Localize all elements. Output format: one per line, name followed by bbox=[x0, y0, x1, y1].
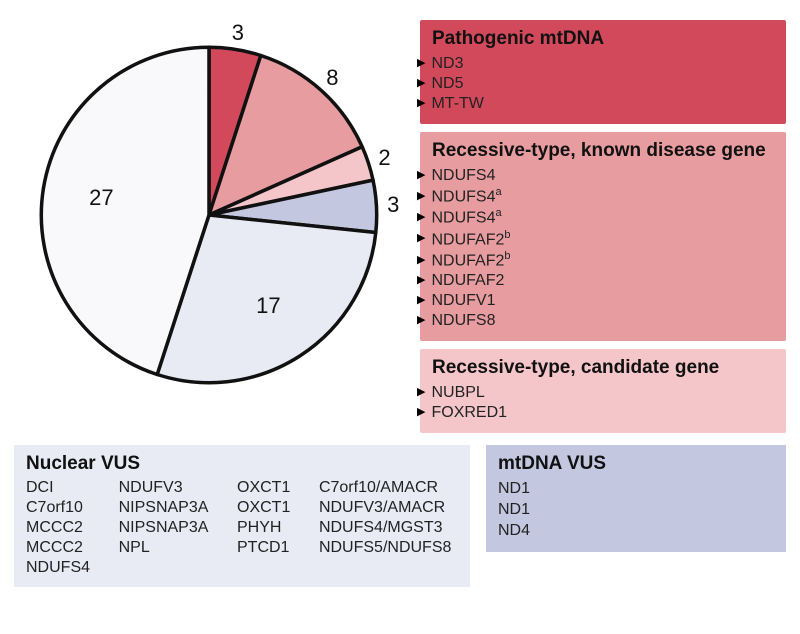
legend-item: ND1 bbox=[498, 479, 774, 500]
pie-slice-label: 2 bbox=[378, 145, 390, 171]
gene-label bbox=[119, 559, 215, 577]
gene-label: NDUFAF2b bbox=[431, 229, 510, 250]
legend-item: ▶NDUFS8 bbox=[432, 311, 774, 331]
bottom-row: Nuclear VUS DCI NDUFV3 OXCT1 C7orf10/AMACR C… bbox=[14, 445, 786, 587]
legend-item: ND1 bbox=[498, 500, 774, 521]
gene-label: NDUFS4 bbox=[26, 559, 97, 577]
legend-title: Recessive-type, known disease gene bbox=[432, 140, 774, 162]
gene-label: ND3 bbox=[431, 54, 463, 74]
legend-recessive-candidate: Recessive-type, candidate gene ▶NUBPL▶FO… bbox=[420, 349, 786, 433]
gene-label: MT-TW bbox=[431, 94, 483, 114]
legend-recessive-known: Recessive-type, known disease gene ▶NDUF… bbox=[420, 132, 786, 341]
legend-mtdna-vus: mtDNA VUS ND1ND1ND4 bbox=[486, 445, 786, 551]
triangle-icon: ▶ bbox=[417, 314, 425, 328]
gene-label: NDUFS8 bbox=[431, 311, 495, 331]
legend-item: ▶NDUFS4a bbox=[432, 207, 774, 228]
triangle-icon: ▶ bbox=[417, 57, 425, 71]
triangle-icon: ▶ bbox=[417, 386, 425, 400]
gene-label: MCCC2 bbox=[26, 539, 97, 557]
triangle-icon: ▶ bbox=[417, 97, 425, 111]
triangle-icon: ▶ bbox=[417, 77, 425, 91]
pie-slice-label: 27 bbox=[89, 185, 113, 211]
gene-label: NPL bbox=[119, 539, 215, 557]
pie-slice-label: 8 bbox=[326, 65, 338, 91]
legend-item: ▶NDUFV1 bbox=[432, 291, 774, 311]
gene-label: DCI bbox=[26, 479, 97, 497]
gene-label: NUBPL bbox=[431, 383, 484, 403]
gene-label: PHYH bbox=[237, 519, 297, 537]
triangle-icon: ▶ bbox=[417, 406, 425, 420]
legend-item: ▶NDUFS4a bbox=[432, 186, 774, 207]
triangle-icon: ▶ bbox=[417, 232, 425, 246]
legend-item: ▶ND5 bbox=[432, 74, 774, 94]
legend-item: ▶FOXRED1 bbox=[432, 403, 774, 423]
gene-label: C7orf10/AMACR bbox=[319, 479, 458, 497]
legend-title: mtDNA VUS bbox=[498, 453, 774, 475]
gene-label: NIPSNAP3A bbox=[119, 499, 215, 517]
pie-slice-label: 3 bbox=[232, 20, 244, 46]
gene-label: ND5 bbox=[431, 74, 463, 94]
legend-item: ND4 bbox=[498, 521, 774, 542]
legend-item: ▶NDUFS4 bbox=[432, 166, 774, 186]
pie-svg bbox=[14, 20, 404, 410]
legend-title: Nuclear VUS bbox=[26, 453, 458, 475]
gene-label: NDUFAF2 bbox=[431, 271, 504, 291]
legend-pathogenic-mtdna: Pathogenic mtDNA ▶ND3▶ND5▶MT-TW bbox=[420, 20, 786, 124]
legend-title: Recessive-type, candidate gene bbox=[432, 357, 774, 379]
pie-slice-label: 3 bbox=[387, 192, 399, 218]
pie-slice-label: 17 bbox=[256, 293, 280, 319]
gene-label: NDUFV3/AMACR bbox=[319, 499, 458, 517]
gene-label: OXCT1 bbox=[237, 479, 297, 497]
gene-label: C7orf10 bbox=[26, 499, 97, 517]
gene-label: NDUFS4/MGST3 bbox=[319, 519, 458, 537]
gene-label bbox=[237, 559, 297, 577]
legend-item: ▶ND3 bbox=[432, 54, 774, 74]
top-row: 38231727 Pathogenic mtDNA ▶ND3▶ND5▶MT-TW… bbox=[14, 20, 786, 433]
triangle-icon: ▶ bbox=[417, 169, 425, 183]
triangle-icon: ▶ bbox=[417, 254, 425, 268]
triangle-icon: ▶ bbox=[417, 294, 425, 308]
legend-item: ▶NDUFAF2b bbox=[432, 250, 774, 271]
legend-nuclear-vus: Nuclear VUS DCI NDUFV3 OXCT1 C7orf10/AMACR C… bbox=[14, 445, 470, 587]
gene-label: OXCT1 bbox=[237, 499, 297, 517]
gene-label: PTCD1 bbox=[237, 539, 297, 557]
gene-label: NDUFAF2b bbox=[431, 250, 510, 271]
legend-item: ▶NDUFAF2 bbox=[432, 271, 774, 291]
gene-label: NDUFV1 bbox=[431, 291, 495, 311]
legend-title: Pathogenic mtDNA bbox=[432, 28, 774, 50]
legend-item: ▶NDUFAF2b bbox=[432, 229, 774, 250]
gene-label: NDUFS4 bbox=[431, 166, 495, 186]
triangle-icon: ▶ bbox=[417, 274, 425, 288]
gene-label: FOXRED1 bbox=[431, 403, 507, 423]
gene-label: NDUFS4a bbox=[431, 186, 501, 207]
gene-label: NIPSNAP3A bbox=[119, 519, 215, 537]
legend-column: Pathogenic mtDNA ▶ND3▶ND5▶MT-TW Recessiv… bbox=[420, 20, 786, 433]
pie-chart: 3 8 2 3 17 27 bbox=[14, 20, 404, 410]
triangle-icon: ▶ bbox=[417, 211, 425, 225]
legend-item: ▶NUBPL bbox=[432, 383, 774, 403]
gene-label bbox=[319, 559, 458, 577]
legend-item: ▶MT-TW bbox=[432, 94, 774, 114]
gene-label: NDUFS4a bbox=[431, 207, 501, 228]
gene-label: NDUFS5/NDUFS8 bbox=[319, 539, 458, 557]
gene-label: MCCC2 bbox=[26, 519, 97, 537]
figure-root: 38231727 Pathogenic mtDNA ▶ND3▶ND5▶MT-TW… bbox=[14, 20, 786, 587]
gene-label: NDUFV3 bbox=[119, 479, 215, 497]
triangle-icon: ▶ bbox=[417, 190, 425, 204]
